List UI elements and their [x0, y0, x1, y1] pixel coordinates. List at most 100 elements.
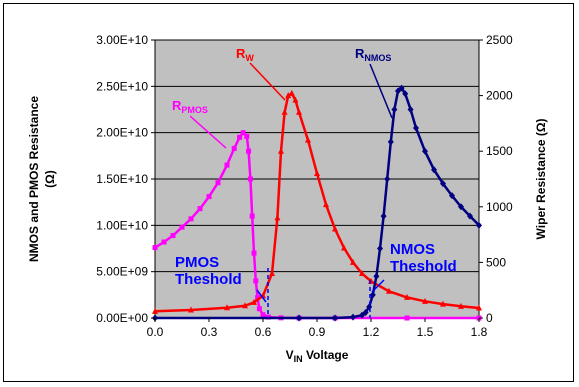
y-right-tick-label: 1000: [486, 200, 513, 214]
series-point-r-w: [305, 136, 311, 143]
series-point-r-nmos: [440, 180, 446, 188]
series-point-r-w: [224, 304, 230, 311]
series-point-r-pmos: [247, 176, 253, 182]
y-left-tick-label: 2.00E+10: [96, 126, 148, 140]
series-point-r-pmos: [404, 315, 410, 321]
series-point-r-nmos: [449, 192, 455, 200]
series-point-r-pmos: [237, 134, 243, 140]
series-point-r-pmos: [260, 312, 266, 318]
series-point-r-pmos: [240, 130, 246, 136]
series-point-r-w: [242, 302, 248, 309]
series-point-r-nmos: [422, 147, 428, 155]
pmos-threshold-label-2: Theshold: [175, 271, 242, 288]
y-left-tick-label: 1.50E+10: [96, 172, 148, 186]
series-point-r-pmos: [246, 148, 252, 154]
nmos-threshold-label: NMOS: [390, 241, 435, 258]
series-point-r-nmos: [296, 314, 302, 322]
x-tick-label: 1.5: [417, 325, 434, 339]
series-point-r-w: [285, 92, 292, 99]
series-point-r-w: [292, 96, 299, 103]
y-right-tick-label: 2000: [486, 89, 513, 103]
series-point-r-nmos: [407, 106, 414, 113]
series-point-r-pmos: [255, 295, 261, 301]
series-point-r-pmos: [179, 224, 185, 230]
y-left-tick-label: 5.00E+09: [96, 265, 148, 279]
series-point-r-nmos: [369, 291, 376, 299]
x-tick-label: 0.9: [309, 325, 326, 339]
series-point-r-w: [296, 108, 302, 115]
y-right-axis-title: Wiper Resistance (Ω): [534, 119, 548, 240]
rpmos-pointer: [189, 115, 227, 149]
y-left-tick-label: 2.50E+10: [96, 79, 148, 93]
nmos-threshold-arrow: [371, 279, 385, 293]
pmos-threshold-arrow: [256, 289, 267, 303]
rnmos-pointer: [369, 63, 393, 119]
series-point-r-nmos: [362, 308, 369, 316]
x-tick-label: 0.6: [255, 325, 272, 339]
series-point-r-pmos: [244, 133, 250, 139]
series-point-r-pmos: [188, 216, 194, 222]
series-point-r-nmos: [398, 84, 405, 92]
series-layer: [152, 84, 482, 322]
series-point-r-w: [152, 307, 158, 314]
series-point-r-w: [422, 297, 428, 304]
series-point-r-pmos: [253, 278, 259, 284]
pmos-threshold-label: PMOS: [175, 254, 219, 271]
series-point-r-w: [350, 258, 356, 265]
series-point-r-w: [458, 302, 464, 309]
series-point-r-nmos: [413, 124, 419, 132]
series-point-r-pmos: [197, 206, 203, 212]
x-tick-label: 1.2: [363, 325, 380, 339]
y-left-tick-label: 1.00E+10: [96, 218, 148, 232]
y-left-axis-title: NMOS and PMOS Resistance: [27, 96, 41, 262]
series-point-r-w: [359, 270, 365, 277]
series-point-r-nmos: [467, 212, 473, 220]
series-point-r-w: [404, 293, 410, 300]
nmos-threshold-label-2: Theshold: [390, 258, 457, 275]
series-point-r-w: [323, 201, 329, 208]
series-point-r-w: [274, 214, 281, 221]
series-point-r-pmos: [231, 145, 237, 151]
series-point-r-nmos: [431, 166, 437, 174]
series-point-r-nmos: [458, 203, 464, 211]
annotations: RW RNMOS RPMOS PMOS Theshold NMOS Thesho…: [172, 46, 457, 318]
y-right-tick-label: 2500: [486, 33, 513, 47]
rw-label: RW: [236, 46, 254, 63]
series-point-r-nmos: [391, 106, 398, 113]
series-point-r-pmos: [206, 194, 212, 200]
series-point-r-w: [269, 270, 275, 277]
series-point-r-pmos: [249, 213, 255, 219]
series-point-r-w: [314, 169, 320, 176]
y-left-tick-label: 0.00E+00: [96, 311, 148, 325]
series-point-r-nmos: [380, 212, 387, 220]
series-point-r-pmos: [256, 306, 262, 312]
rnmos-label: RNMOS: [355, 46, 391, 63]
chart-frame: [3, 3, 574, 382]
y-right-tick-label: 1500: [486, 144, 513, 158]
series-point-r-w: [278, 147, 284, 154]
series-point-r-pmos: [152, 245, 158, 251]
series-point-r-w: [386, 287, 392, 294]
y-left-axis-title-unit: (Ω): [43, 170, 57, 188]
rw-pointer: [249, 62, 286, 101]
series-point-r-w: [288, 89, 295, 96]
series-point-r-nmos: [373, 272, 380, 280]
x-axis-title: VIN Voltage: [286, 348, 349, 364]
series-point-r-w: [251, 298, 257, 305]
y-left-tick-label: 3.00E+10: [96, 33, 148, 47]
y-right-tick-label: 0: [486, 311, 493, 325]
series-point-r-nmos: [332, 314, 338, 322]
series-point-r-w: [188, 306, 194, 313]
series-point-r-pmos: [215, 180, 221, 186]
series-point-r-w: [281, 108, 288, 115]
series-point-r-w: [440, 300, 446, 307]
series-point-r-nmos: [377, 245, 383, 252]
x-tick-label: 1.8: [471, 325, 488, 339]
series-line-r-w: [154, 91, 480, 313]
series-point-r-pmos: [224, 162, 230, 168]
series-point-r-w: [332, 225, 338, 232]
series-point-r-pmos: [161, 239, 167, 245]
series-point-r-pmos: [251, 250, 257, 256]
